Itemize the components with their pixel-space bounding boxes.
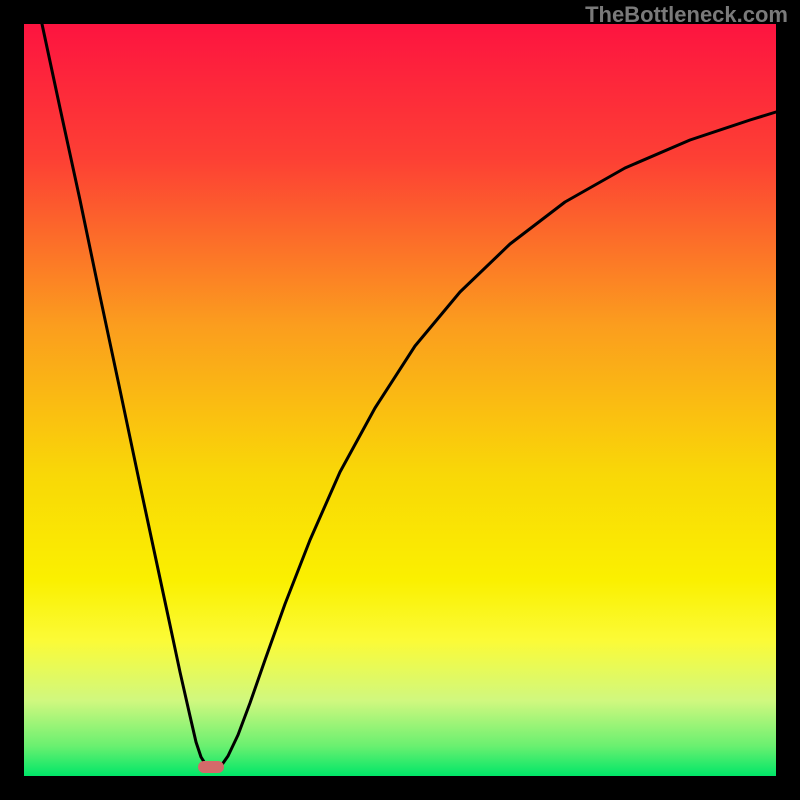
- chart-container: TheBottleneck.com: [0, 0, 800, 800]
- plot-background: [24, 24, 776, 776]
- watermark-text: TheBottleneck.com: [585, 2, 788, 28]
- minimum-marker: [198, 761, 224, 773]
- bottleneck-chart: [0, 0, 800, 800]
